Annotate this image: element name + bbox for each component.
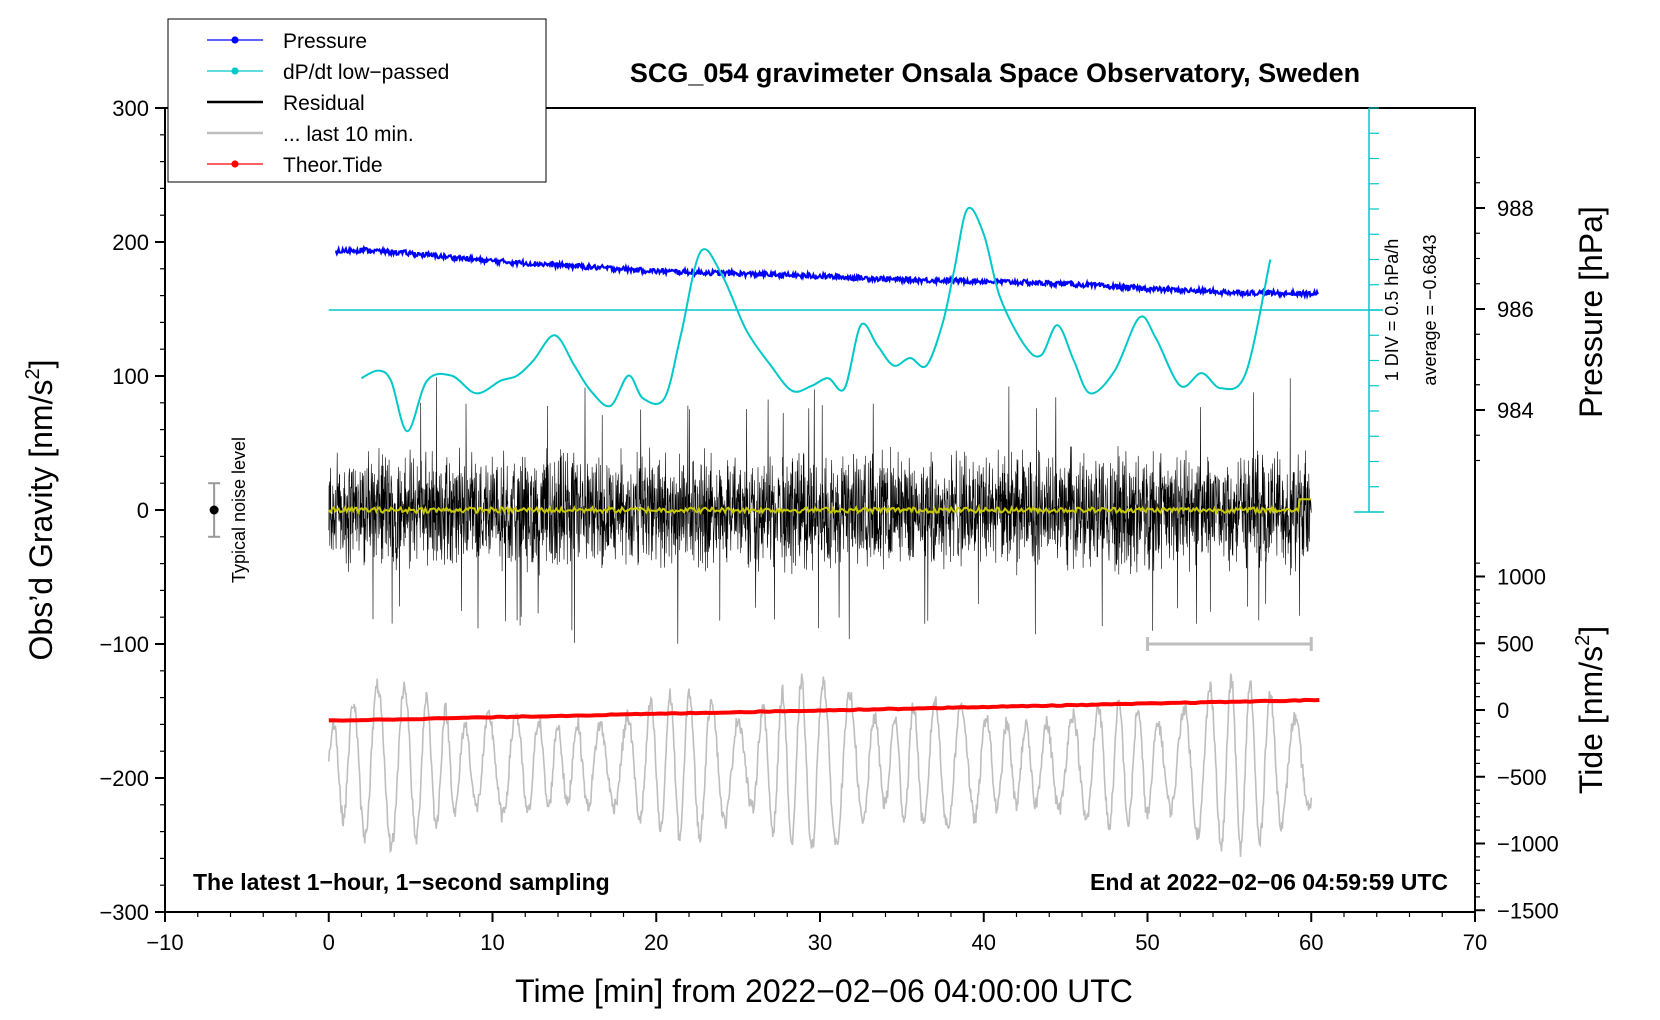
y-axis-title-pressure: Pressure [hPa]	[1573, 206, 1609, 418]
y-tick-label: 0	[137, 498, 149, 523]
y-tick-label: −200	[99, 766, 149, 791]
tide-tick-label: −1500	[1497, 898, 1559, 923]
pressure-tick-label: 984	[1497, 398, 1534, 423]
noise-bar-center	[209, 505, 219, 515]
x-tick-label: 10	[480, 930, 504, 955]
y-axis-title-left: Obs’d Gravity [nm/s2]	[22, 360, 59, 661]
axes-layer: −10 0 10 20 30 40 50 60 703002001000−100−200−300…	[99, 96, 1558, 955]
dpdt-average-label: average = −0.6843	[1420, 234, 1440, 385]
legend-marker	[231, 67, 239, 75]
y-tick-label: 300	[112, 96, 149, 121]
y-tick-label: −100	[99, 632, 149, 657]
x-tick-label: 60	[1299, 930, 1323, 955]
annotation-right: End at 2022−02−06 04:59:59 UTC	[1090, 869, 1448, 895]
legend-label: Pressure	[283, 30, 367, 53]
tide-tick-label: 1000	[1497, 565, 1546, 590]
series-layer	[208, 206, 1383, 857]
residual-smoothed-line	[328, 498, 1312, 516]
tide-line	[328, 697, 1320, 723]
residual-line	[328, 377, 1312, 644]
pressure-tick-label: 986	[1497, 297, 1534, 322]
pressure-tick-label: 988	[1497, 196, 1534, 221]
x-tick-label: 30	[808, 930, 832, 955]
y-tick-label: 200	[112, 230, 149, 255]
x-tick-label: −10	[146, 930, 183, 955]
chart-title: SCG_054 gravimeter Onsala Space Observat…	[630, 58, 1360, 88]
legend-label: dP/dt low−passed	[283, 61, 449, 84]
x-tick-label: 40	[972, 930, 996, 955]
y-axis-title-tide: Tide [nm/s2]	[1572, 626, 1609, 794]
legend-label: Theor.Tide	[283, 154, 383, 177]
legend-label: Residual	[283, 92, 365, 115]
legend-box	[167, 18, 547, 183]
pressure-line	[335, 244, 1319, 300]
tide-tick-label: −500	[1497, 765, 1547, 790]
annotation-left: The latest 1−hour, 1−second sampling	[193, 869, 610, 895]
dpdt-line	[361, 206, 1272, 433]
y-tick-label: −300	[99, 900, 149, 925]
tide-tick-label: −1000	[1497, 832, 1559, 857]
x-tick-label: 0	[323, 930, 335, 955]
dpdt-scale-label: 1 DIV = 0.5 hPa/h	[1382, 239, 1402, 382]
noise-level-label: Typical noise level	[229, 437, 249, 583]
x-tick-label: 50	[1135, 930, 1159, 955]
x-axis-title: Time [min] from 2022−02−06 04:00:00 UTC	[515, 973, 1133, 1009]
tide-tick-label: 0	[1497, 698, 1509, 723]
legend-marker	[231, 36, 239, 44]
legend: Pressure dP/dt low−passed Residual ... last…	[167, 18, 547, 183]
legend-label: ... last 10 min.	[283, 123, 414, 146]
x-tick-label: 70	[1463, 930, 1487, 955]
tide-tick-label: 500	[1497, 631, 1534, 656]
x-tick-label: 20	[644, 930, 668, 955]
legend-marker	[231, 160, 239, 168]
y-tick-label: 100	[112, 364, 149, 389]
last10-line	[328, 673, 1313, 857]
